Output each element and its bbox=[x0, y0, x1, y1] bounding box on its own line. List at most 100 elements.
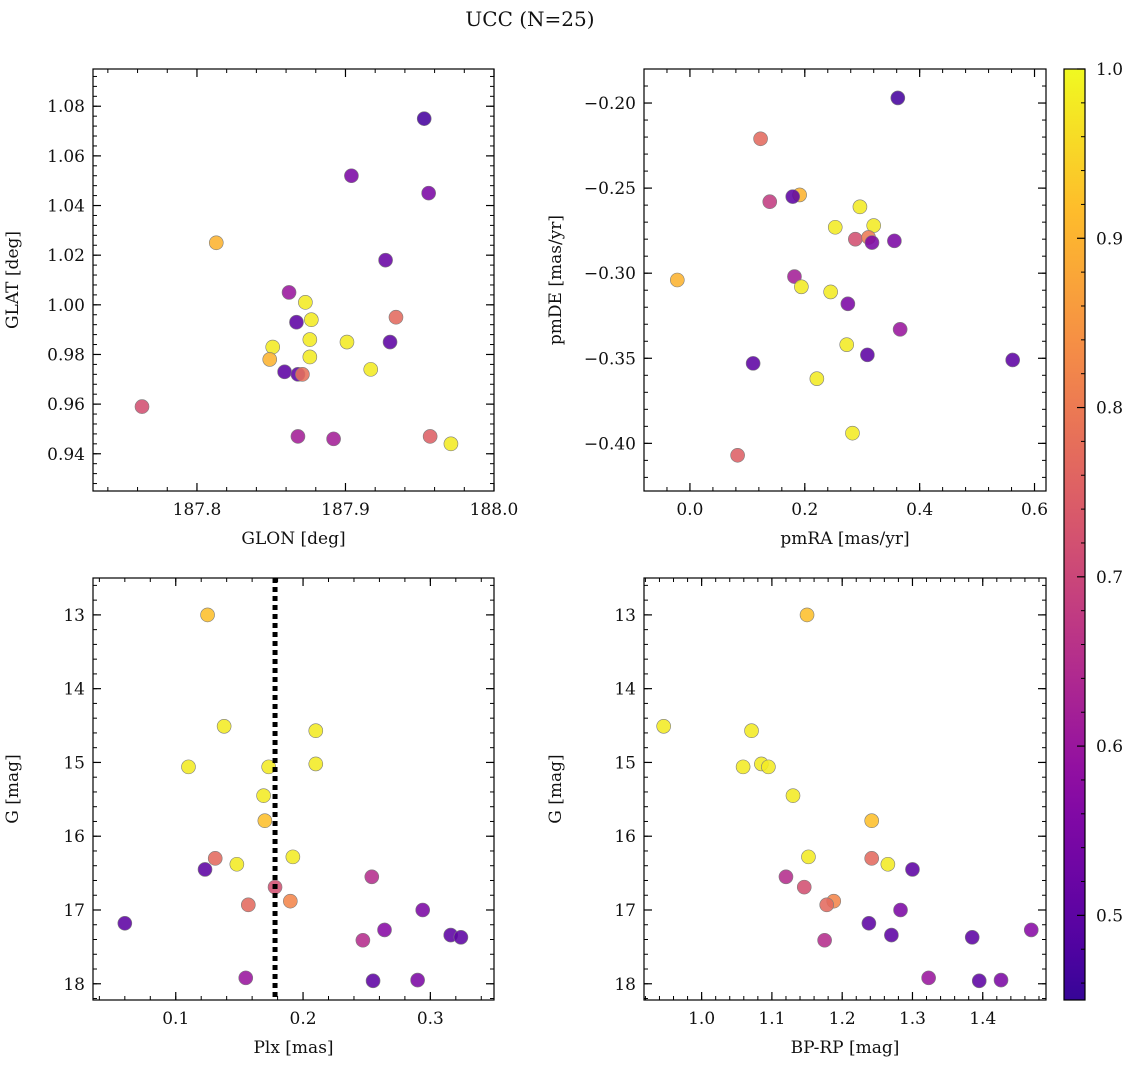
data-point bbox=[744, 723, 759, 739]
y-tick-label: 1.04 bbox=[47, 197, 85, 217]
x-tick-label: 0.2 bbox=[290, 1009, 317, 1029]
data-point bbox=[964, 929, 980, 945]
data-point bbox=[1023, 922, 1039, 938]
data-point bbox=[794, 279, 809, 295]
data-point bbox=[216, 718, 232, 734]
colorbar-tick-label: 0.9 bbox=[1096, 229, 1123, 249]
x-tick-label: 188.0 bbox=[470, 500, 519, 520]
data-point bbox=[285, 849, 301, 865]
data-point bbox=[845, 425, 860, 441]
data-point bbox=[880, 856, 896, 872]
minor-ticks bbox=[643, 68, 1046, 491]
panel-top-left: 187.8 187.9 188.0 0.94 0.96 0.98 1.00 1.02 1.04 1… bbox=[3, 68, 519, 549]
data-point bbox=[785, 189, 801, 204]
y-tick-label: 1.00 bbox=[47, 296, 85, 316]
data-point bbox=[893, 902, 908, 918]
y-tick-label: 17 bbox=[63, 901, 85, 921]
colorbar-tick-label: 0.6 bbox=[1096, 737, 1123, 757]
data-point bbox=[799, 607, 815, 623]
data-point bbox=[905, 862, 920, 877]
y-tick-label: 14 bbox=[614, 680, 636, 700]
data-point bbox=[801, 849, 816, 865]
y-tick-label: 16 bbox=[614, 827, 636, 847]
panel-bottom-right: 1.0 1.1 1.2 1.3 1.4 13 14 15 16 17 18 BP-RP [mag] G … bbox=[546, 577, 1047, 1058]
data-point bbox=[785, 788, 801, 803]
data-point bbox=[415, 902, 431, 918]
data-point bbox=[197, 862, 213, 877]
y-tick-label: 1.08 bbox=[47, 97, 85, 117]
colorbar-tick-label: 1.0 bbox=[1096, 60, 1123, 80]
data-point bbox=[134, 399, 150, 414]
axes-frame bbox=[643, 68, 1047, 492]
data-point bbox=[298, 295, 313, 310]
data-point bbox=[365, 973, 381, 989]
data-point bbox=[761, 759, 776, 775]
x-tick-label: 1.4 bbox=[969, 1009, 996, 1029]
data-point bbox=[819, 897, 835, 913]
data-point bbox=[839, 337, 855, 352]
data-point bbox=[207, 851, 223, 866]
x-tick-label: 187.9 bbox=[321, 500, 370, 520]
figure-title: UCC (N=25) bbox=[465, 7, 594, 31]
data-point bbox=[735, 759, 751, 775]
colorbar: 0.5 0.6 0.7 0.8 0.9 1.0 bbox=[1063, 60, 1123, 1001]
y-tick-label: −0.30 bbox=[584, 264, 636, 284]
data-point bbox=[238, 970, 254, 986]
data-point bbox=[410, 972, 425, 988]
data-point bbox=[364, 869, 380, 885]
data-point bbox=[229, 856, 245, 872]
y-tick-label: −0.25 bbox=[584, 179, 636, 199]
data-point bbox=[884, 927, 899, 943]
data-point bbox=[295, 367, 310, 382]
data-point bbox=[261, 759, 276, 775]
colorbar-gradient bbox=[1063, 68, 1086, 1001]
x-tick-label: 1.2 bbox=[829, 1009, 856, 1029]
panels: 187.8 187.9 188.0 0.94 0.96 0.98 1.00 1.02 1.04 1… bbox=[3, 68, 1048, 1058]
data-point bbox=[302, 349, 318, 365]
y-tick-label: 15 bbox=[614, 753, 636, 773]
y-tick-label: 17 bbox=[614, 901, 636, 921]
axes-frame bbox=[643, 577, 1047, 1001]
data-point bbox=[208, 235, 224, 251]
data-point bbox=[363, 362, 379, 377]
data-point bbox=[382, 334, 398, 350]
scatter-points bbox=[117, 607, 469, 989]
y-axis-label: G [mag] bbox=[546, 754, 566, 823]
data-point bbox=[378, 252, 393, 268]
y-tick-label: 18 bbox=[63, 975, 85, 995]
data-point bbox=[971, 973, 987, 989]
y-tick-label: 16 bbox=[63, 827, 85, 847]
data-point bbox=[283, 893, 298, 909]
data-point bbox=[817, 932, 832, 948]
data-point bbox=[265, 339, 281, 355]
data-point bbox=[117, 915, 133, 931]
data-point bbox=[753, 131, 768, 147]
scatter-points bbox=[134, 111, 459, 452]
data-point bbox=[326, 431, 341, 447]
data-point bbox=[281, 285, 297, 300]
data-point bbox=[892, 322, 908, 337]
data-point bbox=[308, 756, 324, 772]
x-tick-label: 0.2 bbox=[791, 500, 818, 520]
data-point bbox=[339, 334, 355, 350]
y-tick-label: −0.20 bbox=[584, 94, 636, 114]
data-point bbox=[656, 718, 671, 734]
data-point bbox=[290, 429, 306, 444]
x-axis-label: BP-RP [mag] bbox=[791, 1038, 900, 1058]
x-tick-label: 1.0 bbox=[688, 1009, 715, 1029]
data-point bbox=[181, 759, 196, 775]
data-point bbox=[860, 347, 875, 363]
data-point bbox=[256, 788, 271, 803]
minor-ticks bbox=[93, 69, 495, 491]
x-tick-label: 1.3 bbox=[899, 1009, 926, 1029]
data-point bbox=[864, 813, 880, 829]
data-point bbox=[670, 272, 685, 288]
data-point bbox=[848, 231, 863, 247]
data-point bbox=[787, 269, 802, 284]
data-point bbox=[388, 309, 404, 325]
data-point bbox=[823, 284, 838, 300]
y-tick-label: 1.02 bbox=[47, 246, 85, 266]
y-tick-label: −0.35 bbox=[584, 349, 636, 369]
data-point bbox=[262, 352, 278, 367]
